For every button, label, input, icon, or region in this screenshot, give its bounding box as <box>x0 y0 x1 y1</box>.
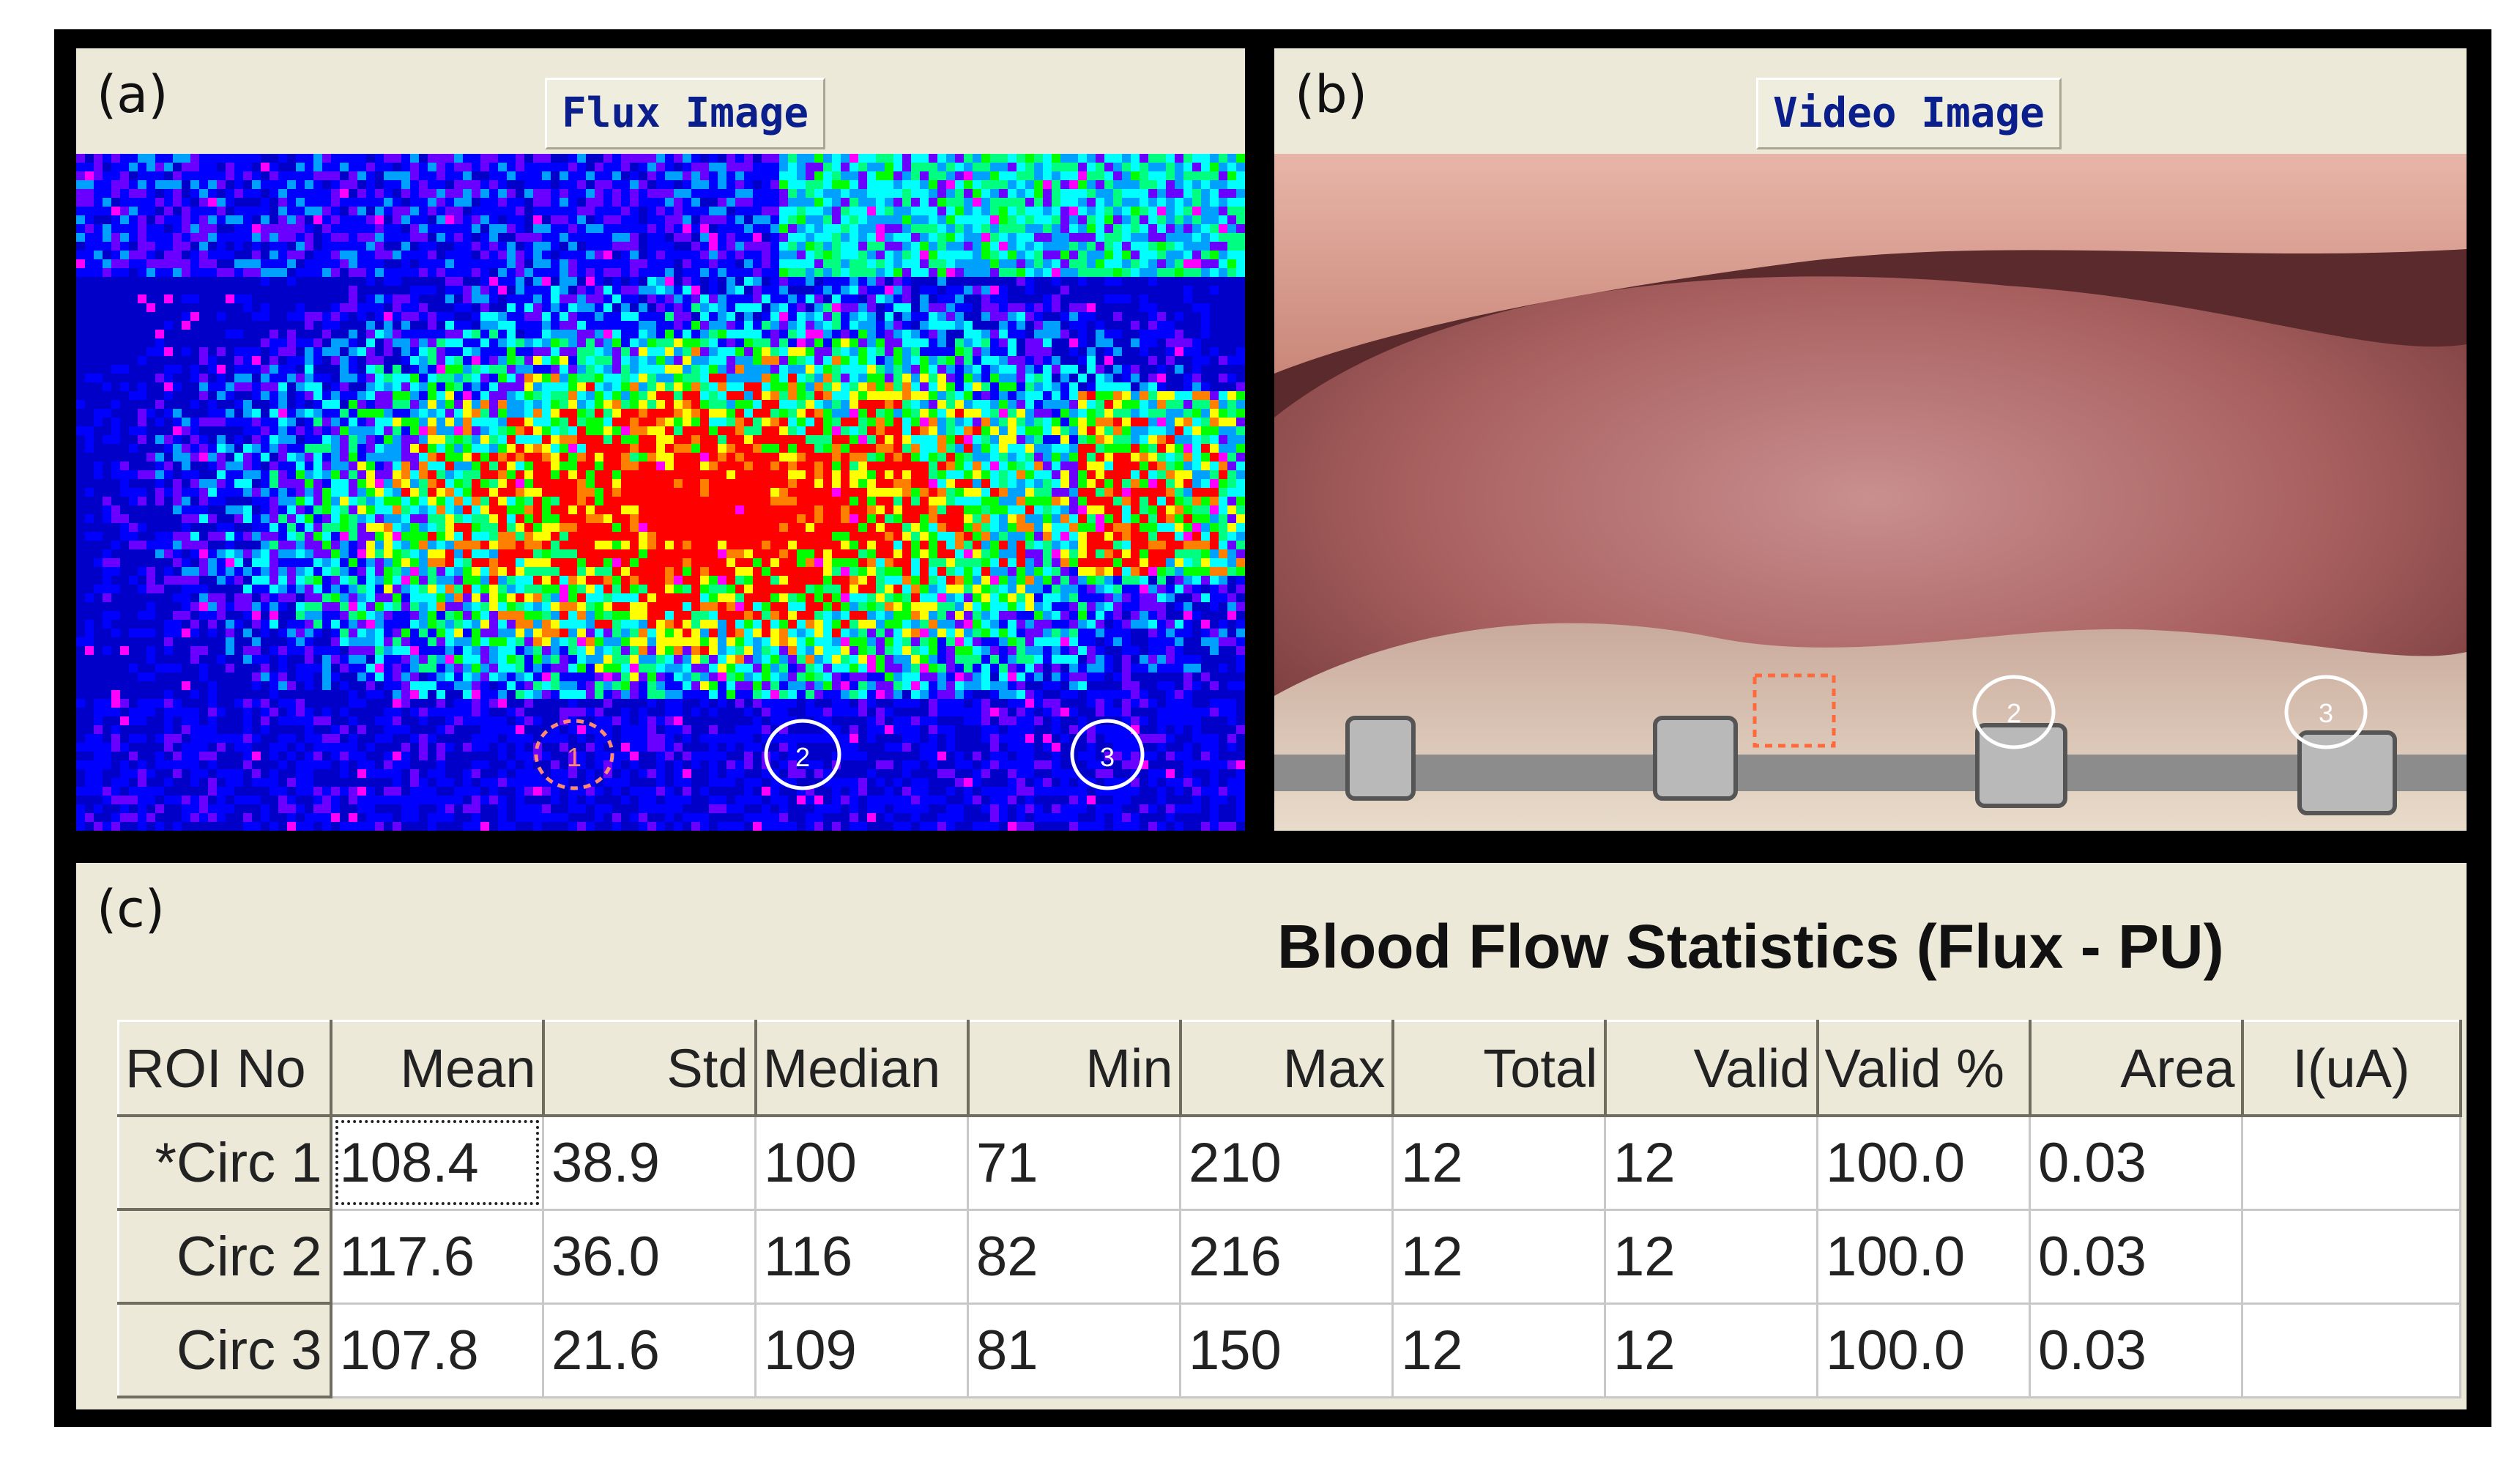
table-cell[interactable]: 150 <box>1179 1302 1394 1398</box>
table-cell[interactable]: 82 <box>967 1208 1181 1305</box>
table-cell[interactable]: 216 <box>1179 1208 1394 1305</box>
stats-header-row: ROI No Mean Std Median Min Max Total Val… <box>117 1020 2462 1117</box>
flux-heatmap <box>76 154 1245 831</box>
video-roi-3-label: 3 <box>2319 698 2333 728</box>
upper-lip <box>1274 154 2467 374</box>
flux-roi-overlay: 1 2 3 <box>534 719 1145 790</box>
table-cell[interactable]: 109 <box>754 1302 969 1398</box>
video-image-panel: (b) Video Image <box>1274 48 2467 831</box>
col-header-roi[interactable]: ROI No <box>117 1020 332 1117</box>
flux-image-panel: (a) Flux Image 1 2 3 <box>76 48 1245 831</box>
video-image-title[interactable]: Video Image <box>1756 78 2062 149</box>
flux-roi-2-circle <box>764 719 841 790</box>
flux-roi-3[interactable]: 3 <box>1070 719 1145 790</box>
table-cell[interactable]: 12 <box>1391 1114 1606 1211</box>
col-header-mean[interactable]: Mean <box>330 1020 545 1117</box>
table-cell[interactable]: 210 <box>1179 1114 1394 1211</box>
video-roi-1[interactable] <box>1753 673 1836 748</box>
row-header[interactable]: *Circ 1 <box>117 1114 332 1211</box>
table-cell[interactable]: 117.6 <box>330 1208 544 1305</box>
table-cell[interactable]: 12 <box>1604 1302 1818 1398</box>
table-cell[interactable]: 100.0 <box>1816 1114 2031 1211</box>
video-image-view[interactable]: 2 3 <box>1274 154 2467 831</box>
flux-roi-3-circle <box>1070 719 1145 790</box>
col-header-max[interactable]: Max <box>1179 1020 1394 1117</box>
bracket-4 <box>2297 730 2397 815</box>
col-header-valid-percent[interactable]: Valid % <box>1816 1020 2032 1117</box>
table-cell[interactable]: 107.8 <box>330 1302 544 1398</box>
table-cell[interactable]: 100.0 <box>1816 1302 2031 1398</box>
bracket-3 <box>1975 723 2067 808</box>
table-row[interactable]: *Circ 1 108.4 38.9 100 71 210 12 12 100.… <box>117 1114 2461 1211</box>
col-header-current[interactable]: I(uA) <box>2241 1020 2462 1117</box>
table-row[interactable]: Circ 2 117.6 36.0 116 82 216 12 12 100.0… <box>117 1208 2461 1305</box>
panel-letter-a: (a) <box>97 64 168 125</box>
flux-roi-1-circle <box>534 719 614 790</box>
table-cell[interactable] <box>2241 1208 2461 1305</box>
col-header-area[interactable]: Area <box>2029 1020 2244 1117</box>
table-cell[interactable]: 12 <box>1391 1302 1606 1398</box>
table-cell[interactable]: 71 <box>967 1114 1181 1211</box>
table-cell[interactable] <box>2241 1302 2461 1398</box>
flux-roi-3-label: 3 <box>1100 742 1115 772</box>
col-header-valid[interactable]: Valid <box>1604 1020 1819 1117</box>
flux-image-title[interactable]: Flux Image <box>545 78 826 149</box>
video-roi-2-circle <box>1972 675 2056 749</box>
panel-letter-c: (c) <box>97 879 166 939</box>
table-row[interactable]: Circ 3 107.8 21.6 109 81 150 12 12 100.0… <box>117 1302 2461 1398</box>
orthodontic-wire <box>1274 755 2467 791</box>
col-header-std[interactable]: Std <box>542 1020 757 1117</box>
gum-photo: 2 3 <box>1274 154 2467 831</box>
row-header[interactable]: Circ 3 <box>117 1302 332 1398</box>
video-roi-2-label: 2 <box>2007 698 2021 728</box>
video-roi-2[interactable]: 2 <box>1972 675 2056 749</box>
table-cell[interactable]: 0.03 <box>2029 1302 2243 1398</box>
table-cell[interactable]: 100.0 <box>1816 1208 2031 1305</box>
video-roi-3[interactable]: 3 <box>2284 675 2368 749</box>
table-cell[interactable]: 38.9 <box>542 1114 757 1211</box>
table-cell[interactable]: 12 <box>1604 1208 1818 1305</box>
flux-roi-2-label: 2 <box>795 742 810 772</box>
col-header-total[interactable]: Total <box>1391 1020 1607 1117</box>
table-cell[interactable]: 12 <box>1391 1208 1606 1305</box>
flux-roi-2[interactable]: 2 <box>764 719 841 790</box>
table-cell[interactable]: 100 <box>754 1114 969 1211</box>
stats-title: Blood Flow Statistics (Flux - PU) <box>1277 912 2224 981</box>
statistics-panel: (c) Blood Flow Statistics (Flux - PU) RO… <box>76 863 2467 1409</box>
flux-roi-1-label: 1 <box>567 742 581 772</box>
table-cell[interactable]: 108.4 <box>330 1114 544 1211</box>
table-cell[interactable]: 36.0 <box>542 1208 757 1305</box>
teeth <box>1274 623 2467 831</box>
flux-roi-1[interactable]: 1 <box>534 719 614 790</box>
table-cell[interactable]: 21.6 <box>542 1302 757 1398</box>
table-cell[interactable]: 81 <box>967 1302 1181 1398</box>
table-cell[interactable]: 116 <box>754 1208 969 1305</box>
table-cell[interactable] <box>2241 1114 2461 1211</box>
col-header-median[interactable]: Median <box>754 1020 970 1117</box>
flux-image-view[interactable]: 1 2 3 <box>76 154 1245 831</box>
row-header[interactable]: Circ 2 <box>117 1208 332 1305</box>
bracket-2 <box>1653 716 1738 801</box>
video-roi-3-circle <box>2284 675 2368 749</box>
stats-table: ROI No Mean Std Median Min Max Total Val… <box>117 1020 2462 1398</box>
table-cell[interactable]: 0.03 <box>2029 1208 2243 1305</box>
table-cell[interactable]: 0.03 <box>2029 1114 2243 1211</box>
col-header-min[interactable]: Min <box>967 1020 1182 1117</box>
panel-letter-b: (b) <box>1295 64 1368 125</box>
table-cell[interactable]: 12 <box>1604 1114 1818 1211</box>
video-roi-1-box <box>1753 673 1836 748</box>
bracket-1 <box>1345 716 1416 801</box>
